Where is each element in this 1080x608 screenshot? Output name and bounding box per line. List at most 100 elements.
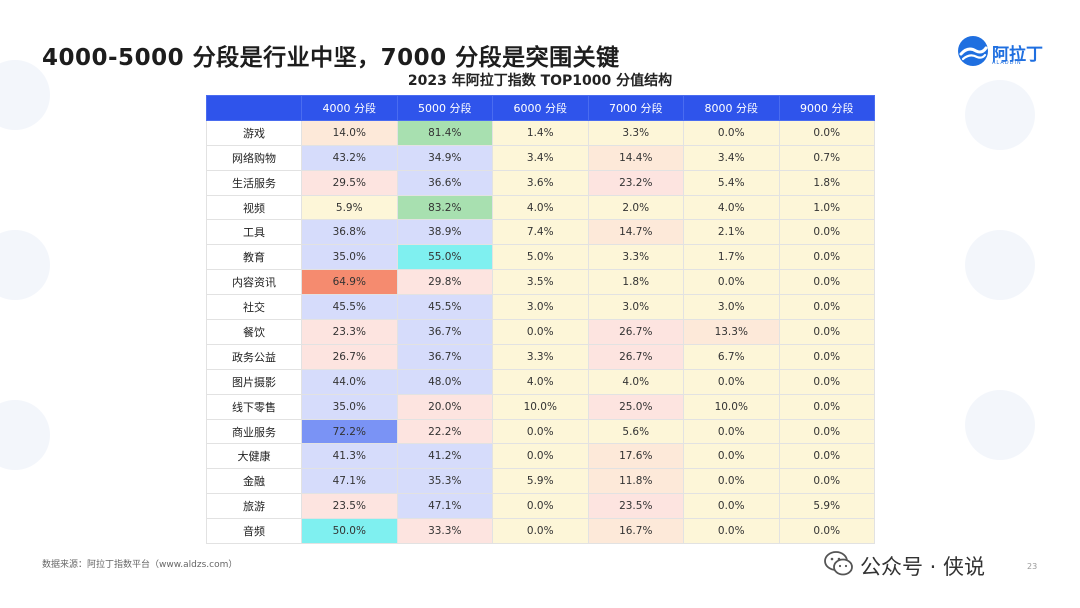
table-header-row: 4000 分段 5000 分段 6000 分段 7000 分段 8000 分段 … xyxy=(206,95,875,121)
table-cell: 1.8% xyxy=(778,169,875,196)
table-row: 商业服务 72.2% 22.2% 0.0% 5.6% 0.0% 0.0% xyxy=(206,418,875,445)
table-cell: 0.0% xyxy=(778,294,875,321)
row-label: 政务公益 xyxy=(206,343,302,370)
table-cell: 3.6% xyxy=(492,169,589,196)
table-cell: 0.0% xyxy=(492,443,589,470)
table-cell: 5.6% xyxy=(587,418,684,445)
row-label: 线下零售 xyxy=(206,393,302,420)
table-cell: 0.0% xyxy=(778,443,875,470)
table-cell: 23.3% xyxy=(301,319,398,345)
table-cell: 16.7% xyxy=(587,518,684,545)
watermark-logo xyxy=(965,230,1035,300)
slide-headline: 4000-5000 分段是行业中坚，7000 分段是突围关键 xyxy=(42,45,620,71)
table-cell: 14.0% xyxy=(301,119,398,146)
table-body: 游戏 14.0% 81.4% 1.4% 3.3% 0.0% 0.0% 网络购物 43.2% 34.… xyxy=(206,119,875,545)
table-cell: 22.2% xyxy=(396,418,493,445)
table-cell: 4.0% xyxy=(683,194,780,221)
table-cell: 41.3% xyxy=(301,443,398,470)
table-cell: 5.9% xyxy=(492,468,589,495)
table-cell: 55.0% xyxy=(396,244,493,271)
table-row: 金融 47.1% 35.3% 5.9% 11.8% 0.0% 0.0% xyxy=(206,468,875,495)
table-cell: 83.2% xyxy=(396,194,493,221)
table-row: 餐饮 23.3% 36.7% 0.0% 26.7% 13.3% 0.0% xyxy=(206,319,875,345)
table-cell: 29.5% xyxy=(301,169,398,196)
table-cell: 47.1% xyxy=(301,468,398,495)
table-cell: 17.6% xyxy=(587,443,684,470)
table-cell: 3.5% xyxy=(492,269,589,296)
table-cell: 0.0% xyxy=(683,518,780,545)
data-source-note: 数据来源：阿拉丁指数平台（www.aldzs.com） xyxy=(42,560,238,570)
table-row: 社交 45.5% 45.5% 3.0% 3.0% 3.0% 0.0% xyxy=(206,294,875,321)
table-cell: 23.2% xyxy=(587,169,684,196)
row-label: 工具 xyxy=(206,219,302,246)
logo-text: 阿拉丁 xyxy=(992,45,1043,65)
row-label: 教育 xyxy=(206,244,302,271)
table-cell: 0.0% xyxy=(778,319,875,345)
table-cell: 34.9% xyxy=(396,144,493,171)
table-cell: 48.0% xyxy=(396,368,493,395)
table-row: 音频 50.0% 33.3% 0.0% 16.7% 0.0% 0.0% xyxy=(206,518,875,545)
table-cell: 3.3% xyxy=(587,119,684,146)
table-row: 工具 36.8% 38.9% 7.4% 14.7% 2.1% 0.0% xyxy=(206,219,875,246)
row-label: 内容资讯 xyxy=(206,269,302,296)
table-cell: 0.7% xyxy=(778,144,875,171)
table-cell: 10.0% xyxy=(492,393,589,420)
table-cell: 3.0% xyxy=(492,294,589,321)
table-cell: 1.8% xyxy=(587,269,684,296)
table-cell: 3.3% xyxy=(492,343,589,370)
table-cell: 0.0% xyxy=(778,468,875,495)
column-header: 6000 分段 xyxy=(492,95,589,121)
table-row: 游戏 14.0% 81.4% 1.4% 3.3% 0.0% 0.0% xyxy=(206,119,875,146)
watermark-logo xyxy=(0,230,50,300)
table-cell: 0.0% xyxy=(778,244,875,271)
row-label: 金融 xyxy=(206,468,302,495)
row-label: 大健康 xyxy=(206,443,302,470)
table-cell: 50.0% xyxy=(301,518,398,545)
table-cell: 41.2% xyxy=(396,443,493,470)
row-label: 生活服务 xyxy=(206,169,302,196)
table-cell: 35.0% xyxy=(301,244,398,271)
table-cell: 0.0% xyxy=(778,343,875,370)
row-label: 社交 xyxy=(206,294,302,321)
table-cell: 29.8% xyxy=(396,269,493,296)
table-cell: 72.2% xyxy=(301,418,398,445)
table-cell: 0.0% xyxy=(492,493,589,520)
row-label: 游戏 xyxy=(206,119,302,146)
table-cell: 4.0% xyxy=(492,194,589,221)
row-label: 旅游 xyxy=(206,493,302,520)
table-cell: 35.0% xyxy=(301,393,398,420)
table-row: 生活服务 29.5% 36.6% 3.6% 23.2% 5.4% 1.8% xyxy=(206,169,875,196)
table-cell: 36.7% xyxy=(396,319,493,345)
page-number: 23 xyxy=(1027,562,1038,571)
table-cell: 2.0% xyxy=(587,194,684,221)
table-cell: 44.0% xyxy=(301,368,398,395)
watermark-logo xyxy=(965,80,1035,150)
table-cell: 43.2% xyxy=(301,144,398,171)
table-row: 大健康 41.3% 41.2% 0.0% 17.6% 0.0% 0.0% xyxy=(206,443,875,470)
table-cell: 36.6% xyxy=(396,169,493,196)
row-label: 图片摄影 xyxy=(206,368,302,395)
table-cell: 0.0% xyxy=(778,368,875,395)
table-row: 网络购物 43.2% 34.9% 3.4% 14.4% 3.4% 0.7% xyxy=(206,144,875,171)
table-cell: 0.0% xyxy=(683,468,780,495)
table-cell: 23.5% xyxy=(301,493,398,520)
table-cell: 36.7% xyxy=(396,343,493,370)
table-cell: 7.4% xyxy=(492,219,589,246)
table-row: 旅游 23.5% 47.1% 0.0% 23.5% 0.0% 5.9% xyxy=(206,493,875,520)
table-cell: 0.0% xyxy=(683,418,780,445)
table-cell: 0.0% xyxy=(683,269,780,296)
table-cell: 0.0% xyxy=(492,518,589,545)
table-cell: 26.7% xyxy=(301,343,398,370)
table-cell: 38.9% xyxy=(396,219,493,246)
table-cell: 2.1% xyxy=(683,219,780,246)
table-cell: 26.7% xyxy=(587,343,684,370)
row-label: 网络购物 xyxy=(206,144,302,171)
table-cell: 23.5% xyxy=(587,493,684,520)
table-cell: 10.0% xyxy=(683,393,780,420)
table-row: 内容资讯 64.9% 29.8% 3.5% 1.8% 0.0% 0.0% xyxy=(206,269,875,296)
table-cell: 35.3% xyxy=(396,468,493,495)
table-cell: 45.5% xyxy=(301,294,398,321)
table-cell: 3.0% xyxy=(683,294,780,321)
column-header: 9000 分段 xyxy=(778,95,875,121)
table-cell: 0.0% xyxy=(778,518,875,545)
